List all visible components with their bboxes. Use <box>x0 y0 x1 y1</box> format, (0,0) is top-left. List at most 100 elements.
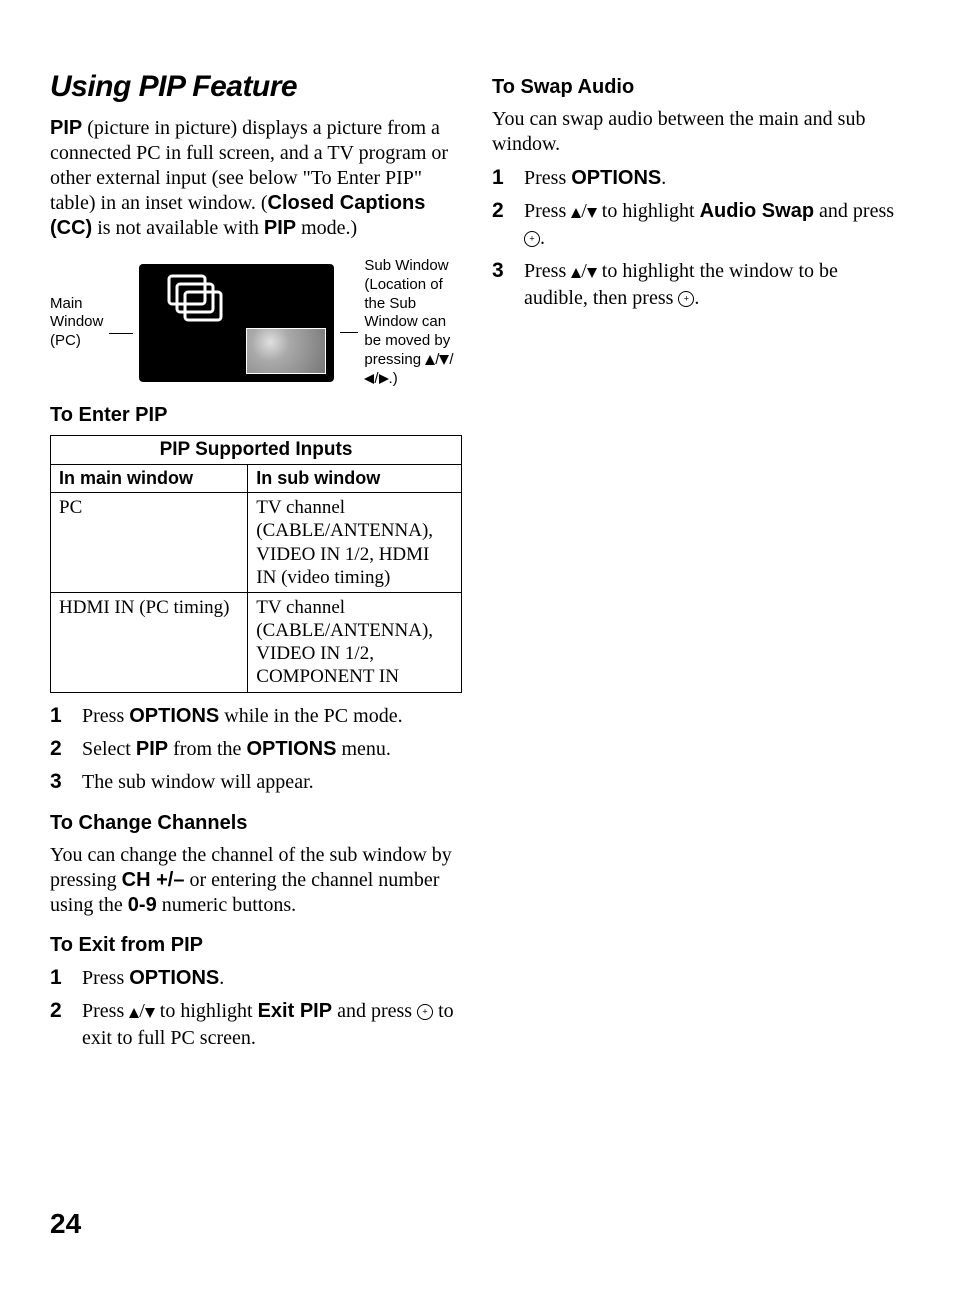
page-body: Using PIP Feature PIP (picture in pictur… <box>0 0 954 1060</box>
list-item: 2 Select PIP from the OPTIONS menu. <box>50 736 462 763</box>
step-number: 1 <box>492 166 508 190</box>
pip-inputs-table: PIP Supported Inputs In main window In s… <box>50 435 462 692</box>
table-cell-sub-1: TV channel (CABLE/ANTENNA), VIDEO IN 1/2… <box>248 493 462 593</box>
table-cell-sub-2: TV channel (CABLE/ANTENNA), VIDEO IN 1/2… <box>248 592 462 692</box>
arrow-down-icon <box>587 208 597 218</box>
list-item: 3 The sub window will appear. <box>50 769 462 796</box>
step-text: Press OPTIONS while in the PC mode. <box>82 703 462 730</box>
step-text-part: and press <box>332 1000 417 1022</box>
step-text-part: . <box>694 287 699 309</box>
step-text: The sub window will appear. <box>82 769 462 796</box>
step-text-part: . <box>661 167 666 189</box>
table-cell-main-2: HDMI IN (PC timing) <box>51 592 248 692</box>
dpad-icon <box>678 291 694 307</box>
list-item: 1 Press OPTIONS while in the PC mode. <box>50 703 462 730</box>
step-text: Press OPTIONS. <box>524 165 904 192</box>
step-number: 3 <box>492 259 508 283</box>
term-pip-repeat: PIP <box>264 217 296 239</box>
arrow-left-icon <box>364 374 374 384</box>
list-item: 2 Press / to highlight Exit PIP and pres… <box>50 998 462 1052</box>
pip-diagram: Main Window (PC) Sub Window (Location of… <box>50 257 462 388</box>
intro-text-3: mode.) <box>296 217 357 239</box>
term-pip: PIP <box>50 117 82 139</box>
arrow-down-icon <box>439 355 449 365</box>
step-text-part: Select <box>82 738 136 760</box>
diagram-label-main-window: Main Window (PC) <box>50 295 103 351</box>
step-text: Press / to highlight the window to be au… <box>524 258 904 312</box>
arrow-right-icon <box>379 374 389 384</box>
arrow-up-icon <box>571 268 581 278</box>
arrow-down-icon <box>145 1008 155 1018</box>
label-pip: PIP <box>136 738 168 760</box>
intro-text-2: is not available with <box>92 217 264 239</box>
step-text-part: from the <box>168 738 246 760</box>
list-item: 3 Press / to highlight the window to be … <box>492 258 904 312</box>
arrow-up-icon <box>425 355 435 365</box>
step-text-part: menu. <box>336 738 390 760</box>
table-head-main: In main window <box>51 465 248 493</box>
arrow-up-icon <box>129 1008 139 1018</box>
sub-window-illustration <box>246 328 326 374</box>
subhead-swap-audio: To Swap Audio <box>492 76 904 99</box>
table-title-row: PIP Supported Inputs <box>51 436 462 465</box>
diagram-label-sub-end: .) <box>389 370 398 387</box>
list-item: 2 Press / to highlight Audio Swap and pr… <box>492 198 904 252</box>
exit-pip-steps: 1 Press OPTIONS. 2 Press / to highlight … <box>50 965 462 1052</box>
step-number: 1 <box>50 704 66 728</box>
step-text-part: while in the PC mode. <box>219 705 402 727</box>
step-number: 1 <box>50 966 66 990</box>
swap-audio-steps: 1 Press OPTIONS. 2 Press / to highlight … <box>492 165 904 312</box>
subhead-exit-pip: To Exit from PIP <box>50 934 462 957</box>
table-head-sub: In sub window <box>248 465 462 493</box>
label-0-9: 0-9 <box>128 894 157 916</box>
windows-overlay-icon <box>165 272 227 322</box>
step-number: 2 <box>492 199 508 223</box>
step-text-part: to highlight <box>597 200 700 222</box>
step-text: Press / to highlight Exit PIP and press … <box>82 998 462 1052</box>
intro-paragraph: PIP (picture in picture) displays a pict… <box>50 116 462 241</box>
label-exit-pip: Exit PIP <box>258 1000 332 1022</box>
list-item: 1 Press OPTIONS. <box>492 165 904 192</box>
connector-line-right <box>340 332 358 333</box>
page-number: 24 <box>50 1208 81 1240</box>
step-text-part: . <box>540 227 545 249</box>
step-text-part: Press <box>524 167 571 189</box>
diagram-label-sub-text: Sub Window (Location of the Sub Window c… <box>364 257 450 368</box>
change-channels-paragraph: You can change the channel of the sub wi… <box>50 843 462 918</box>
dpad-icon <box>524 231 540 247</box>
label-options: OPTIONS <box>246 738 336 760</box>
subhead-enter-pip: To Enter PIP <box>50 404 462 427</box>
step-number: 2 <box>50 737 66 761</box>
step-number: 2 <box>50 999 66 1023</box>
step-text: Press OPTIONS. <box>82 965 462 992</box>
swap-audio-intro: You can swap audio between the main and … <box>492 107 904 157</box>
label-audio-swap: Audio Swap <box>700 200 814 222</box>
step-text-part: Press <box>524 260 571 282</box>
step-text: Press / to highlight Audio Swap and pres… <box>524 198 904 252</box>
label-options: OPTIONS <box>571 167 661 189</box>
diagram-label-sub-window: Sub Window (Location of the Sub Window c… <box>364 257 462 388</box>
dpad-icon <box>417 1004 433 1020</box>
table-row: HDMI IN (PC timing) TV channel (CABLE/AN… <box>51 592 462 692</box>
subhead-change-channels: To Change Channels <box>50 812 462 835</box>
step-text-part: Press <box>82 1000 129 1022</box>
step-text-part: and press <box>814 200 894 222</box>
step-number: 3 <box>50 770 66 794</box>
table-row: PC TV channel (CABLE/ANTENNA), VIDEO IN … <box>51 493 462 593</box>
step-text-part: Press <box>82 967 129 989</box>
table-header-row: In main window In sub window <box>51 465 462 493</box>
step-text-part: . <box>219 967 224 989</box>
list-item: 1 Press OPTIONS. <box>50 965 462 992</box>
label-options: OPTIONS <box>129 705 219 727</box>
step-text-part: to highlight <box>155 1000 258 1022</box>
left-column: Using PIP Feature PIP (picture in pictur… <box>50 70 462 1060</box>
connector-line-left <box>109 333 133 334</box>
right-column: To Swap Audio You can swap audio between… <box>492 70 904 1060</box>
step-text: Select PIP from the OPTIONS menu. <box>82 736 462 763</box>
tv-illustration <box>139 264 334 382</box>
step-text-part: Press <box>82 705 129 727</box>
page-title: Using PIP Feature <box>50 70 462 104</box>
label-options: OPTIONS <box>129 967 219 989</box>
arrow-down-icon <box>587 268 597 278</box>
table-cell-main-1: PC <box>51 493 248 593</box>
